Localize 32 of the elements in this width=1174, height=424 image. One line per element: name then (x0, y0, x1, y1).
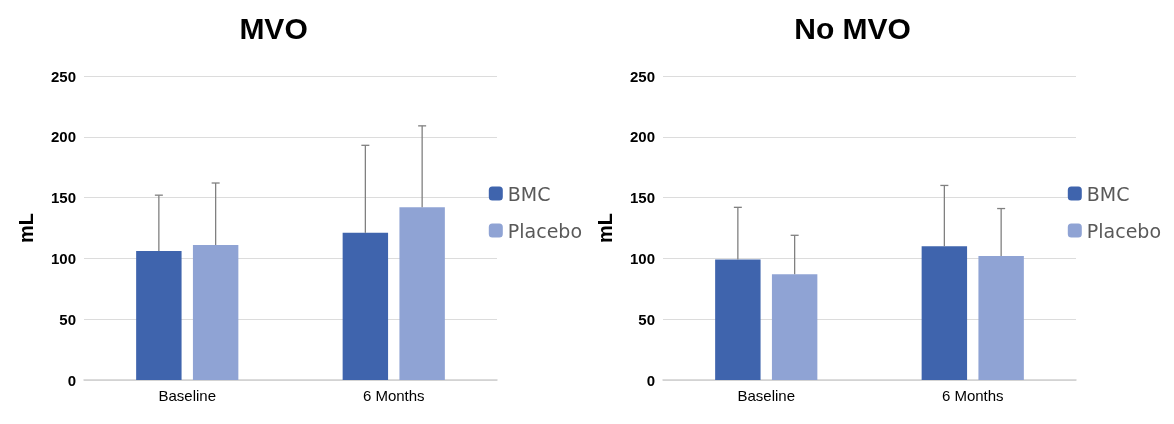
y-tick-label: 150 (629, 189, 655, 207)
chart-title: MVO (239, 11, 308, 45)
legend-label: BMC (1086, 182, 1130, 205)
y-axis-title: mL (15, 213, 37, 243)
x-tick-label: 6 Months (362, 387, 425, 404)
bar (715, 259, 761, 380)
y-tick-label: 0 (646, 371, 655, 389)
legend-label: BMC (507, 182, 551, 205)
bar (978, 255, 1024, 380)
bar (342, 232, 389, 380)
y-tick-label: 0 (67, 371, 76, 389)
bar (192, 245, 239, 380)
chart-title: No MVO (794, 11, 911, 45)
x-tick-label: 6 Months (941, 387, 1004, 404)
legend-label: Placebo (1086, 219, 1161, 242)
y-tick-label: 50 (59, 310, 76, 328)
y-tick-label: 100 (629, 249, 655, 267)
y-tick-label: 200 (50, 128, 76, 146)
y-tick-label: 250 (629, 67, 655, 85)
bar (136, 251, 182, 380)
y-tick-label: 50 (638, 310, 655, 328)
y-tick-label: 250 (50, 67, 76, 85)
y-tick-label: 150 (50, 189, 76, 207)
bar (399, 207, 445, 380)
y-axis-title: mL (594, 213, 616, 243)
x-tick-label: Baseline (158, 387, 217, 404)
bar (771, 274, 818, 380)
bar (921, 246, 968, 380)
x-tick-label: Baseline (737, 387, 796, 404)
legend-label: Placebo (507, 219, 582, 242)
y-tick-label: 100 (50, 249, 76, 267)
y-tick-label: 200 (629, 128, 655, 146)
